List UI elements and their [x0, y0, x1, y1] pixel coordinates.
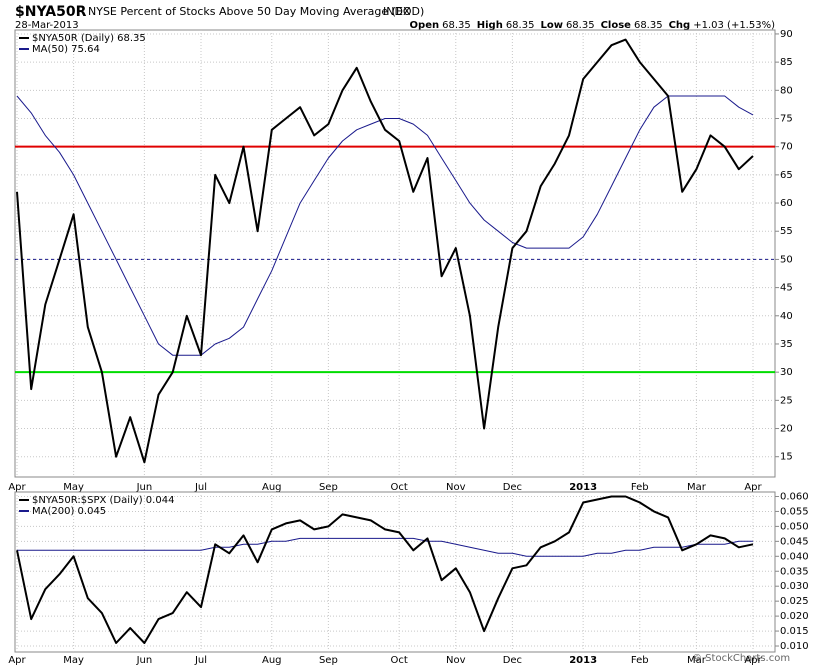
- x-tick-label: May: [63, 482, 84, 493]
- y-tick-label: 65: [780, 170, 793, 181]
- x-tick-label: Apr: [744, 482, 762, 493]
- x-tick-label: Dec: [503, 482, 522, 493]
- legend-label: MA(50) 75.64: [32, 44, 100, 55]
- y-tick-label: 50: [780, 254, 793, 265]
- x-tick-label: Feb: [631, 655, 649, 666]
- quote-value: 68.35: [442, 20, 471, 31]
- series-line: [16, 95, 754, 356]
- quote-value: 68.35: [506, 20, 535, 31]
- quote-value: +1.03 (+1.53%): [693, 20, 775, 31]
- exchange: INDX: [383, 5, 411, 18]
- symbol: $NYA50R: [15, 4, 87, 20]
- y-tick-label: 0.030: [780, 581, 809, 592]
- y-tick-label: 35: [780, 339, 793, 350]
- quote-label: Chg: [669, 20, 691, 31]
- x-tick-label: Dec: [503, 655, 522, 666]
- y-tick-label: 0.055: [780, 506, 809, 517]
- legend-label: $NYA50R (Daily) 68.35: [32, 33, 146, 44]
- quote-label: High: [477, 20, 503, 31]
- y-tick-label: 55: [780, 226, 793, 237]
- x-tick-label: Mar: [687, 482, 707, 493]
- x-tick-label: Nov: [446, 482, 466, 493]
- y-tick-label: 20: [780, 424, 793, 435]
- plot-frame: [14, 29, 776, 478]
- x-tick-label: Mar: [687, 655, 707, 666]
- y-tick-label: 0.040: [780, 551, 809, 562]
- x-tick-label: Apr: [744, 655, 762, 666]
- x-tick-label: 2013: [569, 482, 597, 493]
- y-tick-label: 90: [780, 29, 793, 40]
- plot-frame: [14, 491, 776, 653]
- x-tick-label: May: [63, 655, 84, 666]
- y-tick-label: 70: [780, 142, 793, 153]
- legend-label: $NYA50R:$SPX (Daily) 0.044: [32, 495, 174, 506]
- legend-label: MA(200) 0.045: [32, 506, 106, 517]
- y-tick-label: 25: [780, 395, 793, 406]
- series-line: [16, 38, 754, 464]
- x-tick-label: Sep: [319, 655, 338, 666]
- x-tick-label: Jul: [194, 655, 207, 666]
- x-tick-label: 2013: [569, 655, 597, 666]
- quote-label: Close: [601, 20, 632, 31]
- y-tick-label: 0.020: [780, 611, 809, 622]
- y-tick-label: 0.015: [780, 626, 809, 637]
- x-tick-label: Apr: [8, 482, 26, 493]
- x-tick-label: Oct: [391, 655, 408, 666]
- y-tick-label: 80: [780, 85, 793, 96]
- x-tick-label: Sep: [319, 482, 338, 493]
- y-tick-label: 40: [780, 311, 793, 322]
- y-tick-label: 0.025: [780, 596, 809, 607]
- quote: Open 68.35 High 68.35 Low 68.35 Close 68.35 Chg +…: [410, 20, 776, 31]
- x-tick-label: Jun: [136, 655, 153, 666]
- x-tick-label: Feb: [631, 482, 649, 493]
- x-tick-label: Oct: [391, 482, 408, 493]
- y-tick-label: 60: [780, 198, 793, 209]
- y-tick-label: 0.060: [780, 491, 809, 502]
- series-line: [16, 495, 754, 644]
- x-tick-label: Apr: [8, 655, 26, 666]
- x-tick-label: Nov: [446, 655, 466, 666]
- y-tick-label: 0.010: [780, 641, 809, 652]
- y-tick-label: 15: [780, 452, 793, 463]
- y-tick-label: 30: [780, 367, 793, 378]
- y-tick-label: 0.050: [780, 521, 809, 532]
- watermark: © StockCharts.com: [692, 653, 790, 664]
- date: 28-Mar-2013: [15, 20, 79, 31]
- x-tick-label: Jun: [136, 482, 153, 493]
- x-tick-label: Aug: [262, 482, 282, 493]
- quote-value: 68.35: [566, 20, 595, 31]
- x-tick-label: Aug: [262, 655, 282, 666]
- x-tick-label: Jul: [194, 482, 207, 493]
- quote-label: Low: [540, 20, 562, 31]
- y-tick-label: 85: [780, 57, 793, 68]
- series-line: [17, 537, 753, 557]
- y-tick-label: 0.035: [780, 566, 809, 577]
- y-tick-label: 45: [780, 283, 793, 294]
- quote-value: 68.35: [634, 20, 663, 31]
- y-tick-label: 0.045: [780, 536, 809, 547]
- quote-label: Open: [410, 20, 440, 31]
- y-tick-label: 75: [780, 113, 793, 124]
- title: NYSE Percent of Stocks Above 50 Day Movi…: [88, 5, 424, 18]
